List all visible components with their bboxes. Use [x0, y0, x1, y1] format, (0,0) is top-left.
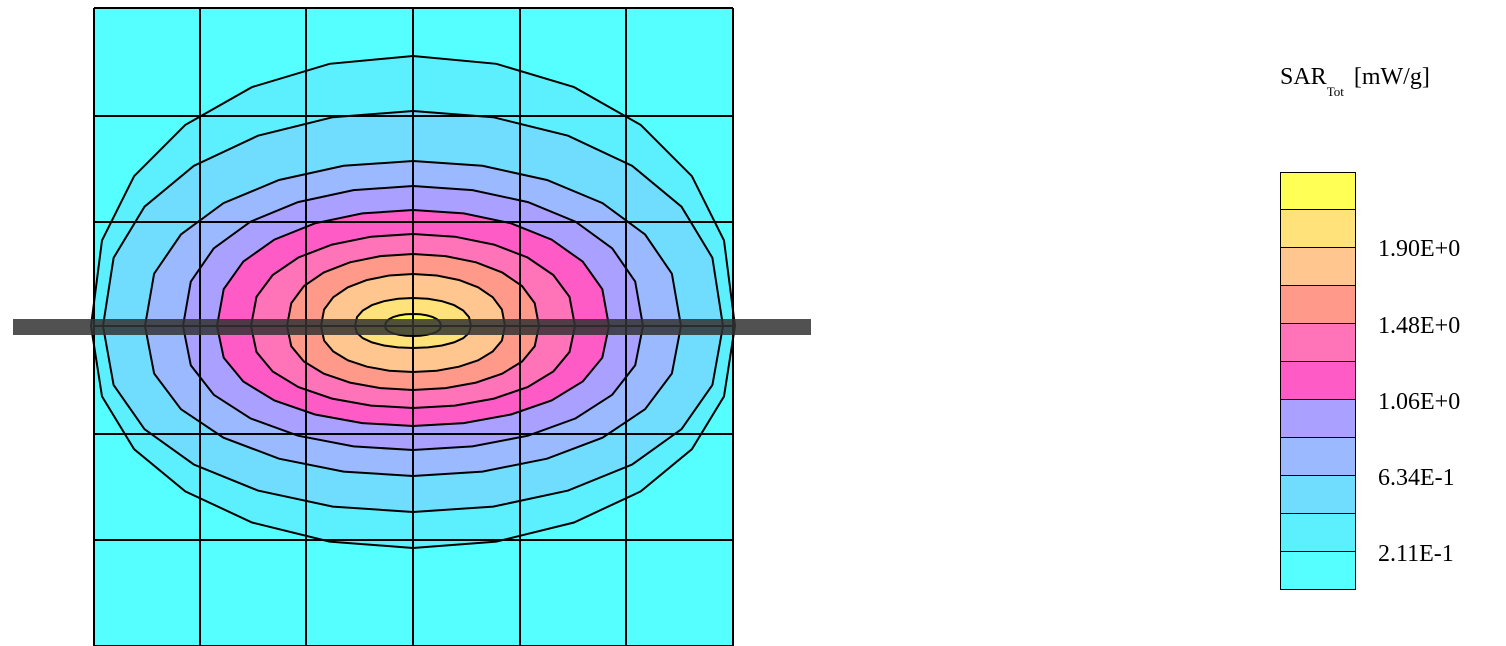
colorbar-level — [1280, 514, 1356, 552]
legend-quantity-subscript: Tot — [1326, 84, 1344, 99]
colorbar-level — [1280, 324, 1356, 362]
colorbar-tick-label: 2.11E-1 — [1378, 541, 1454, 567]
colorbar-tick-label: 1.06E+0 — [1378, 389, 1461, 415]
legend-title: SARTot [mW/g] — [1280, 64, 1430, 99]
colorbar-level — [1280, 476, 1356, 514]
colorbar-level — [1280, 438, 1356, 476]
colorbar — [1280, 172, 1356, 590]
legend-unit: [mW/g] — [1353, 64, 1430, 90]
colorbar-level — [1280, 248, 1356, 286]
colorbar-tick-label: 6.34E-1 — [1378, 465, 1455, 491]
colorbar-level — [1280, 362, 1356, 400]
colorbar-tick-label: 1.48E+0 — [1378, 313, 1461, 339]
colorbar-level — [1280, 552, 1356, 590]
colorbar-level — [1280, 400, 1356, 438]
colorbar-level — [1280, 210, 1356, 248]
colorbar-level — [1280, 172, 1356, 210]
legend-quantity: SAR — [1280, 64, 1327, 90]
colorbar-level — [1280, 286, 1356, 324]
colorbar-tick-label: 1.90E+0 — [1378, 236, 1461, 262]
feed-line — [13, 319, 811, 335]
